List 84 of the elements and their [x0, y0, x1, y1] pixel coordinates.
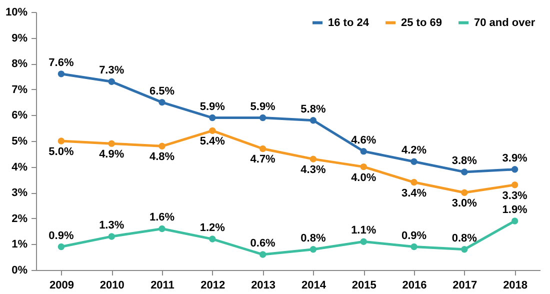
data-label: 6.5% — [149, 85, 175, 98]
data-label: 4.0% — [351, 172, 376, 184]
point — [461, 189, 468, 196]
point — [410, 178, 418, 186]
data-label: 1.9% — [502, 204, 528, 216]
point — [209, 114, 216, 122]
point — [108, 78, 115, 86]
y-tick-label: 10% — [5, 6, 28, 18]
data-label: 0.9% — [48, 230, 74, 242]
point — [259, 114, 266, 122]
y-tick-label: 0% — [12, 264, 28, 276]
data-label: 5.9% — [250, 100, 276, 113]
x-tick-label: 2017 — [452, 280, 478, 292]
x-tick-label: 2009 — [49, 280, 74, 292]
point — [58, 70, 65, 78]
data-label: 1.1% — [351, 224, 376, 237]
data-label: 0.9% — [401, 230, 427, 242]
data-label: 5.0% — [48, 146, 74, 158]
point — [58, 138, 65, 144]
x-tick-label: 2016 — [402, 280, 427, 292]
point — [209, 236, 216, 242]
data-label: 4.7% — [250, 154, 276, 166]
point — [511, 218, 518, 224]
data-label: 3.3% — [502, 190, 528, 202]
data-label: 3.0% — [452, 198, 478, 210]
point — [511, 166, 518, 173]
point — [259, 251, 266, 258]
point — [158, 225, 166, 232]
data-label: 1.3% — [99, 219, 124, 232]
data-label: 5.4% — [200, 136, 226, 148]
point — [410, 158, 418, 165]
data-label: 5.9% — [200, 100, 226, 113]
point — [209, 127, 216, 134]
y-tick-label: 6% — [12, 110, 28, 122]
data-label: 4.3% — [300, 164, 326, 176]
data-label: 0.8% — [300, 232, 326, 244]
point — [58, 243, 65, 250]
y-tick-label: 1% — [12, 238, 28, 251]
data-label: 3.9% — [502, 152, 528, 164]
point — [360, 238, 367, 245]
x-tick-label: 2018 — [503, 280, 528, 292]
x-tick-label: 2012 — [200, 280, 226, 292]
data-label: 4.6% — [351, 134, 376, 146]
x-tick-label: 2010 — [100, 280, 124, 292]
x-tick-label: 2015 — [352, 280, 376, 292]
point — [511, 182, 518, 188]
data-label: 4.9% — [99, 148, 124, 161]
legend-label: 16 to 24 — [328, 16, 370, 29]
point — [310, 246, 317, 253]
y-tick-label: 2% — [12, 212, 28, 225]
point — [310, 117, 317, 124]
point — [259, 145, 266, 152]
data-label: 3.8% — [452, 154, 478, 167]
data-label: 0.6% — [250, 238, 276, 250]
point — [108, 233, 115, 240]
data-label: 1.6% — [149, 212, 175, 224]
x-tick-label: 2011 — [150, 280, 174, 292]
x-tick-label: 2013 — [251, 280, 276, 292]
data-label: 7.3% — [99, 64, 124, 77]
data-label: 4.2% — [401, 144, 427, 157]
point — [360, 148, 367, 155]
point — [461, 168, 468, 176]
point — [158, 142, 166, 150]
data-label: 4.8% — [149, 151, 175, 164]
y-tick-label: 7% — [12, 84, 28, 96]
y-tick-label: 5% — [12, 136, 28, 148]
y-tick-label: 9% — [12, 32, 28, 44]
point — [310, 156, 317, 162]
y-tick-label: 3% — [12, 187, 28, 200]
legend-label: 25 to 69 — [401, 16, 442, 29]
point — [461, 246, 468, 253]
data-label: 7.6% — [48, 56, 74, 69]
point — [108, 140, 115, 147]
point — [410, 243, 418, 250]
data-label: 0.8% — [452, 232, 478, 244]
x-tick-label: 2014 — [301, 280, 327, 292]
data-label: 5.8% — [300, 103, 326, 116]
y-tick-label: 8% — [12, 58, 28, 70]
point — [360, 163, 367, 170]
y-tick-label: 4% — [12, 161, 28, 174]
legend-label: 70 and over — [474, 16, 536, 29]
data-label: 1.2% — [200, 222, 226, 234]
data-label: 3.4% — [401, 187, 427, 200]
point — [158, 98, 166, 106]
